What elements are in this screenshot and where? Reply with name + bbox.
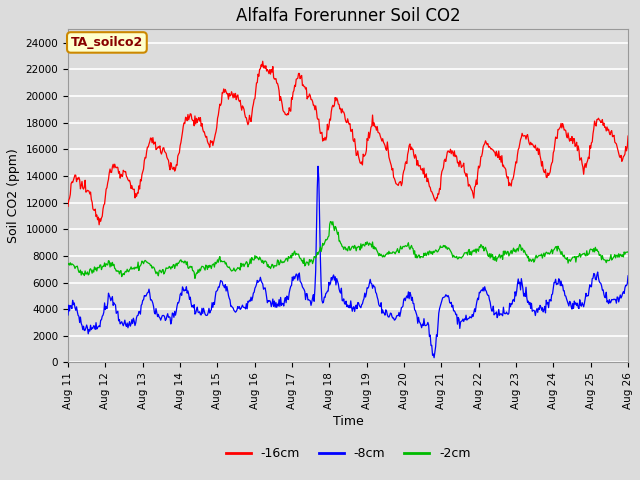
X-axis label: Time: Time — [333, 415, 364, 428]
Y-axis label: Soil CO2 (ppm): Soil CO2 (ppm) — [7, 148, 20, 243]
Text: TA_soilco2: TA_soilco2 — [71, 36, 143, 49]
Legend: -16cm, -8cm, -2cm: -16cm, -8cm, -2cm — [221, 442, 476, 465]
Title: Alfalfa Forerunner Soil CO2: Alfalfa Forerunner Soil CO2 — [236, 7, 460, 25]
